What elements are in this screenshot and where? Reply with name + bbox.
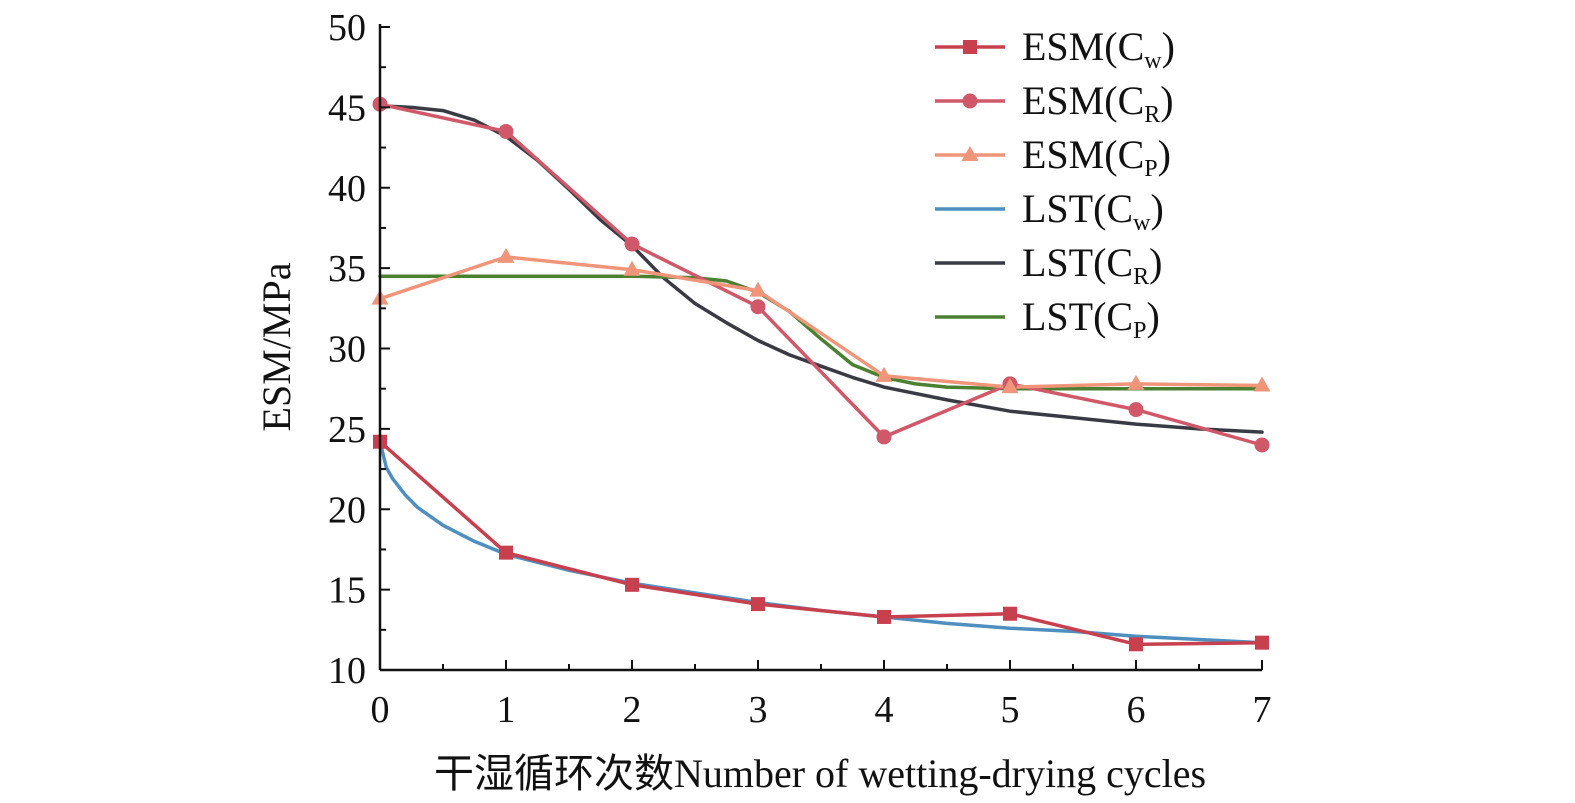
data-point-circle — [750, 299, 766, 315]
data-point-square — [877, 609, 891, 624]
data-point-circle — [876, 429, 892, 445]
series-line-esmcp — [379, 255, 1263, 389]
y-tick-label: 40 — [328, 168, 366, 210]
legend-swatch-marker — [963, 40, 977, 54]
legend-label: LST(Cw) — [1022, 186, 1164, 236]
fit-line-lstcp — [378, 274, 1264, 391]
data-point-square — [625, 577, 639, 592]
legend-label: ESM(CP) — [1022, 132, 1171, 182]
data-lines-layer — [378, 102, 1263, 647]
x-tick-label: 5 — [1001, 689, 1020, 731]
y-tick-label: 35 — [328, 248, 366, 290]
data-point-triangle — [1127, 374, 1145, 390]
data-point-circle — [624, 236, 640, 252]
data-point-circle — [1254, 437, 1270, 453]
y-ticks: 10 15 20 25 30 35 40 45 50 — [328, 7, 390, 692]
y-axis-title: ESM/MPa — [254, 262, 299, 431]
data-point-triangle — [875, 366, 893, 382]
x-tick-label: 1 — [497, 689, 516, 731]
x-tick-label: 2 — [623, 689, 642, 731]
y-tick-label: 45 — [328, 87, 366, 129]
y-tick-label: 50 — [328, 7, 366, 49]
series-line-esmcr — [379, 102, 1263, 447]
data-point-square — [1129, 637, 1143, 652]
series-line-esmcw — [378, 440, 1263, 647]
y-tick-label: 15 — [328, 570, 366, 612]
legend: ESM(Cw)ESM(CR)ESM(CP)LST(Cw)LST(CR)LST(C… — [935, 24, 1175, 344]
data-point-triangle — [497, 247, 515, 263]
data-point-triangle — [749, 281, 767, 297]
x-tick-label: 3 — [749, 689, 768, 731]
data-point-square — [499, 545, 513, 560]
data-point-circle — [1128, 402, 1144, 418]
data-point-square — [751, 597, 765, 612]
legend-label: LST(CP) — [1022, 294, 1160, 344]
data-point-triangle — [1253, 376, 1271, 392]
x-tick-label: 7 — [1253, 689, 1272, 731]
data-point-square — [1003, 606, 1017, 621]
data-point-circle — [498, 123, 514, 139]
legend-label: LST(CR) — [1022, 240, 1162, 290]
x-ticks: 0 1 2 3 4 5 6 7 — [371, 660, 1272, 731]
x-tick-label: 6 — [1127, 689, 1146, 731]
legend-label: ESM(CR) — [1022, 78, 1174, 128]
x-axis-title: 干湿循环次数Number of wetting-drying cycles — [434, 751, 1206, 796]
y-tick-label: 25 — [328, 409, 366, 451]
data-point-triangle — [623, 260, 641, 276]
y-tick-label: 20 — [328, 489, 366, 531]
legend-swatch-marker — [962, 93, 978, 109]
legend-swatch-marker — [961, 146, 979, 161]
fit-line-lstcw — [378, 439, 1264, 645]
legend-label: ESM(Cw) — [1022, 24, 1175, 74]
markers-layer — [371, 96, 1271, 652]
x-tick-label: 4 — [875, 689, 894, 731]
x-tick-label: 0 — [371, 689, 390, 731]
data-point-square — [1255, 635, 1269, 650]
data-point-triangle — [1001, 378, 1019, 394]
y-tick-label: 10 — [328, 650, 366, 692]
y-tick-label: 30 — [328, 329, 366, 371]
